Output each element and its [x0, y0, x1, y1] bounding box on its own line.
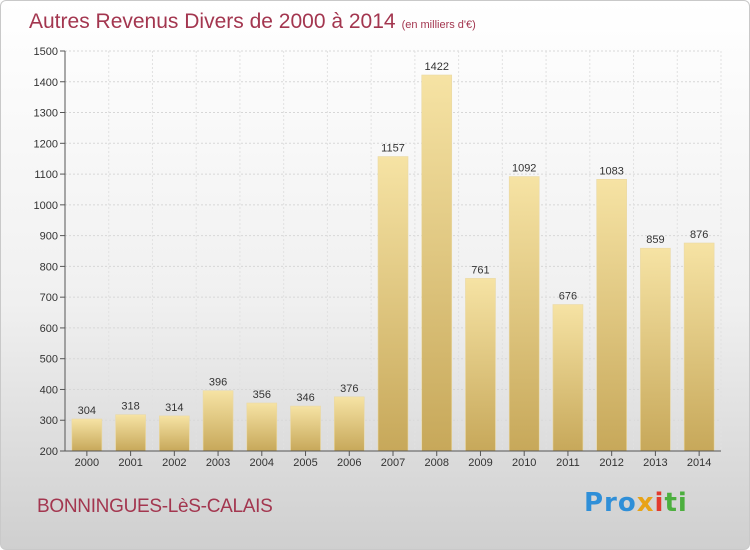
y-tick-label: 1100 — [34, 169, 58, 181]
bar-value-label: 1422 — [424, 61, 448, 73]
chart-title: Autres Revenus Divers de 2000 à 2014 (en … — [29, 10, 476, 34]
bar — [552, 304, 584, 452]
bar — [115, 414, 146, 452]
y-tick-label: 200 — [40, 446, 58, 458]
bar-value-label: 1092 — [512, 163, 536, 175]
logo-part-4: ti — [664, 488, 688, 518]
bars — [71, 74, 715, 452]
bar — [71, 418, 103, 452]
bar — [683, 242, 715, 452]
bar-value-label: 314 — [165, 402, 183, 414]
x-tick-label: 2004 — [250, 457, 274, 469]
x-tick-label: 2005 — [293, 457, 317, 469]
x-tick-label: 2008 — [424, 457, 448, 469]
x-tick-label: 2010 — [512, 457, 536, 469]
bar-value-label: 318 — [121, 401, 139, 413]
bar — [640, 247, 671, 452]
chart-unit-note: (en milliers d'€) — [401, 19, 476, 31]
axes — [60, 50, 721, 456]
y-tick-label: 800 — [40, 261, 58, 273]
bar — [596, 179, 627, 452]
bar-value-label: 346 — [296, 392, 314, 404]
x-tick-label: 2007 — [381, 457, 405, 469]
y-tick-label: 700 — [40, 292, 58, 304]
y-tick-label: 1300 — [34, 108, 58, 120]
x-tick-label: 2003 — [206, 457, 230, 469]
bar-value-label: 1157 — [381, 143, 405, 155]
bar — [508, 176, 540, 452]
bar-value-label: 859 — [646, 234, 664, 246]
x-tick-label: 2001 — [118, 457, 142, 469]
bar — [333, 396, 365, 452]
x-tick-label: 2014 — [687, 457, 711, 469]
bar — [421, 74, 453, 452]
chart-title-text: Autres Revenus Divers de 2000 à 2014 — [29, 10, 396, 33]
x-tick-label: 2002 — [162, 457, 186, 469]
bar — [159, 415, 190, 452]
x-tick-label: 2012 — [599, 457, 623, 469]
bar — [202, 390, 234, 452]
commune-name: BONNINGUES-LèS-CALAIS — [37, 496, 273, 517]
y-tick-label: 400 — [40, 384, 58, 396]
bar-value-label: 396 — [209, 377, 227, 389]
logo-part-3: i — [654, 488, 665, 518]
x-tick-label: 2006 — [337, 457, 361, 469]
y-tick-label: 500 — [40, 354, 58, 366]
y-tick-label: 1400 — [34, 77, 58, 89]
y-tick-label: 1000 — [34, 200, 58, 212]
bar — [290, 405, 321, 452]
proxiti-logo: Proxiti — [584, 488, 688, 518]
y-tick-label: 1200 — [34, 138, 58, 150]
x-tick-label: 2009 — [468, 457, 492, 469]
bar-value-label: 376 — [340, 383, 358, 395]
bar-value-label: 676 — [559, 291, 577, 303]
x-tick-label: 2011 — [556, 457, 580, 469]
logo-part-2: x — [636, 488, 655, 518]
logo-part-1: Pro — [584, 488, 637, 518]
bar — [246, 402, 278, 452]
bar-value-label: 1083 — [599, 165, 623, 177]
bar — [465, 278, 496, 452]
bar-value-label: 304 — [78, 405, 96, 417]
y-tick-label: 600 — [40, 323, 58, 335]
labels: 200 300 400 500 600 700 800 900 1000 1100 1200 1300… — [34, 46, 712, 469]
x-tick-label: 2000 — [75, 457, 99, 469]
bar-value-label: 761 — [471, 264, 489, 276]
bar-value-label: 356 — [253, 389, 271, 401]
y-tick-label: 1500 — [34, 46, 58, 58]
y-tick-label: 300 — [40, 415, 58, 427]
x-tick-label: 2013 — [643, 457, 667, 469]
bar — [377, 156, 409, 452]
y-tick-label: 900 — [40, 231, 58, 243]
bar-value-label: 876 — [690, 229, 708, 241]
